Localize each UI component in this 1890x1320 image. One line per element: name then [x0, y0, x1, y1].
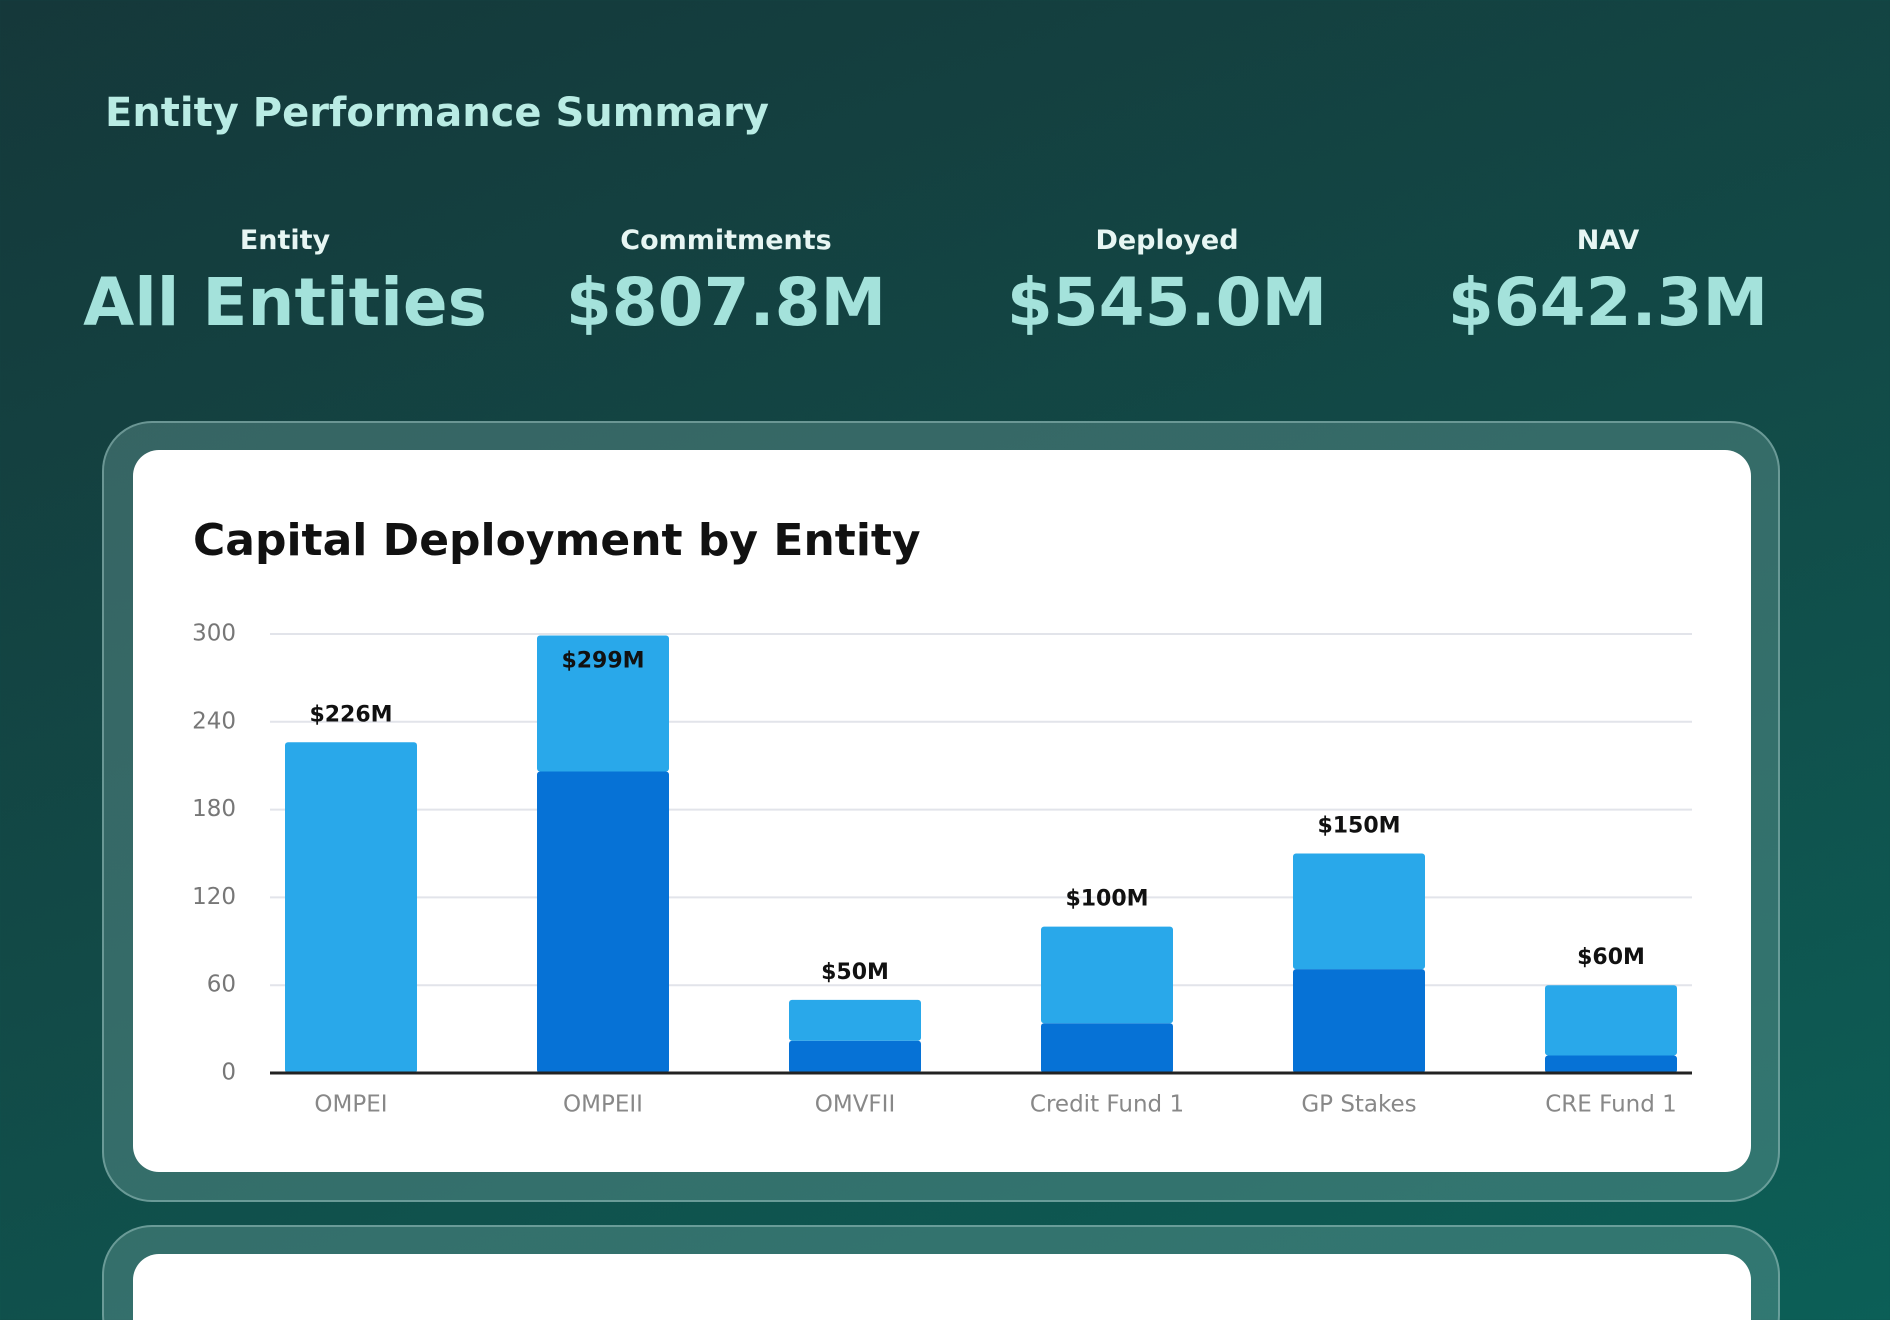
bar-segment	[1041, 1023, 1173, 1073]
bar-segment	[285, 742, 417, 1073]
bar-segment	[537, 771, 669, 1073]
bar-segment	[1041, 926, 1173, 1024]
y-tick-label: 0	[221, 1060, 236, 1086]
bar-segment	[1545, 1055, 1677, 1073]
kpi-value: $642.3M	[1447, 264, 1769, 341]
total-label: $50M	[821, 960, 889, 985]
bar-segment	[1293, 969, 1425, 1073]
kpi: Deployed $545.0M	[947, 225, 1387, 341]
y-tick-label: 240	[192, 708, 236, 734]
kpi: Commitments $807.8M	[506, 225, 946, 341]
x-tick-label: Credit Fund 1	[1030, 1092, 1184, 1118]
page-title: Entity Performance Summary	[105, 90, 769, 136]
kpi-value: All Entities	[83, 264, 487, 341]
bar-segment	[1545, 985, 1677, 1056]
total-label: $150M	[1317, 814, 1400, 839]
bar-segment	[789, 1040, 921, 1073]
bar-segment	[789, 999, 921, 1041]
x-tick-label: OMPEI	[314, 1092, 387, 1118]
kpi-label: NAV	[1576, 225, 1640, 256]
y-tick-label: 300	[192, 621, 236, 647]
kpi: NAV $642.3M	[1388, 225, 1828, 341]
chart-title: Capital Deployment by Entity	[193, 515, 921, 566]
kpi-value: $545.0M	[1006, 264, 1328, 341]
x-tick-label: OMPEII	[563, 1092, 643, 1118]
y-tick-label: 180	[192, 796, 236, 822]
kpi-value: $807.8M	[565, 264, 887, 341]
x-tick-label: GP Stakes	[1301, 1092, 1416, 1118]
total-label: $100M	[1065, 887, 1148, 912]
kpi: Entity All Entities	[65, 225, 505, 341]
total-label: $60M	[1577, 945, 1645, 970]
y-tick-label: 120	[192, 884, 236, 910]
total-label: $226M	[309, 702, 392, 727]
kpi-label: Deployed	[1095, 225, 1239, 256]
bar-segment	[1293, 853, 1425, 970]
kpi-label: Entity	[239, 225, 331, 256]
x-tick-label: OMVFII	[815, 1092, 895, 1118]
card	[133, 1254, 1751, 1320]
y-tick-label: 60	[207, 972, 236, 998]
total-label: $299M	[561, 648, 644, 673]
bar-segment	[537, 635, 669, 772]
kpi-label: Commitments	[620, 225, 832, 256]
x-tick-label: CRE Fund 1	[1545, 1092, 1677, 1118]
